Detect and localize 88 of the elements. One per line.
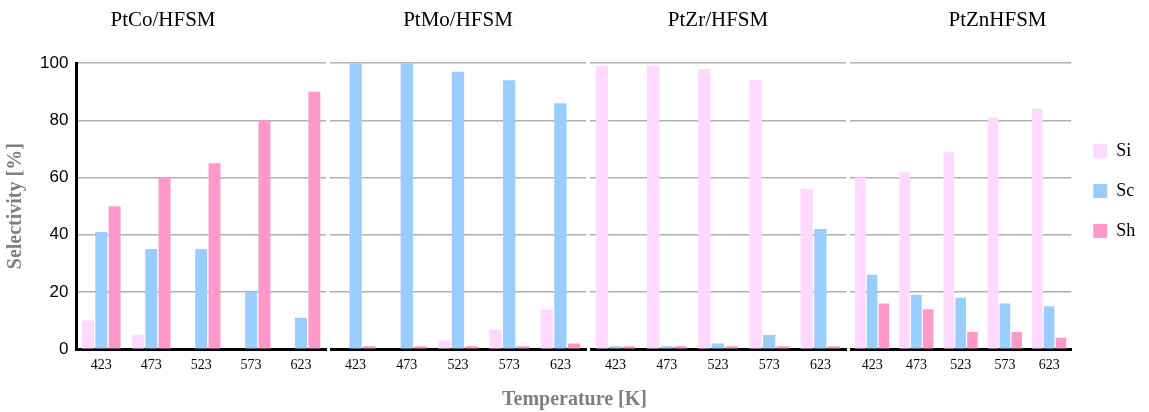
bar xyxy=(725,346,738,349)
bar xyxy=(82,320,95,349)
bar xyxy=(943,151,955,349)
bar xyxy=(922,309,934,349)
bar xyxy=(878,303,890,349)
bar xyxy=(308,91,321,349)
x-tick-label: 423 xyxy=(345,357,367,373)
bar xyxy=(1011,332,1022,349)
x-tick-label: 623 xyxy=(809,357,831,373)
y-tick-label: 0 xyxy=(58,338,69,358)
bar xyxy=(955,297,966,349)
bar xyxy=(660,346,673,349)
x-tick-label: 473 xyxy=(905,357,927,373)
bar xyxy=(711,343,725,349)
bar xyxy=(674,346,687,349)
bar xyxy=(763,334,776,349)
x-tick-label: 573 xyxy=(994,357,1016,373)
bar xyxy=(503,80,516,349)
bar xyxy=(814,229,827,349)
x-tick-label: 423 xyxy=(861,357,883,373)
x-tick-label: 523 xyxy=(190,357,212,373)
legend-label: Si xyxy=(1116,139,1132,160)
bar xyxy=(567,343,581,349)
bar xyxy=(647,66,660,349)
x-tick-label: 573 xyxy=(240,357,262,373)
bar xyxy=(108,206,121,349)
chart-title: PtCo/HFSM xyxy=(110,7,216,32)
bar xyxy=(349,63,362,349)
bar xyxy=(987,117,999,349)
bar xyxy=(465,346,478,349)
bar xyxy=(554,103,567,349)
x-tick-label: 473 xyxy=(396,357,418,373)
bar xyxy=(145,249,158,349)
chart-title: PtZnHFSM xyxy=(948,7,1047,32)
bar xyxy=(195,249,208,349)
y-tick-label: 100 xyxy=(39,52,69,72)
bar xyxy=(489,329,502,349)
bar xyxy=(623,346,636,349)
bar xyxy=(95,231,108,349)
x-tick-label: 523 xyxy=(447,357,469,373)
x-tick-label: 573 xyxy=(758,357,780,373)
legend-label: Sh xyxy=(1116,219,1136,240)
bar xyxy=(749,80,762,349)
bar xyxy=(363,346,376,349)
bar xyxy=(967,332,978,349)
bar xyxy=(540,309,553,349)
bar xyxy=(609,346,622,349)
x-axis-title: Temperature [K] xyxy=(501,386,648,410)
legend-label: Sc xyxy=(1116,179,1135,200)
y-tick-label: 60 xyxy=(49,167,69,187)
bar xyxy=(1032,108,1043,349)
bar xyxy=(899,171,910,349)
bar xyxy=(400,63,413,349)
bar xyxy=(911,294,922,349)
bar xyxy=(698,68,711,349)
bar xyxy=(866,274,878,349)
bar xyxy=(208,163,221,349)
y-tick-label: 20 xyxy=(49,281,69,301)
bar xyxy=(800,189,813,349)
x-tick-label: 623 xyxy=(290,357,312,373)
chart-title: PtMo/HFSM xyxy=(403,7,514,32)
bar xyxy=(999,303,1011,349)
y-tick-label: 40 xyxy=(49,224,69,244)
bar xyxy=(414,346,427,349)
x-tick-label: 573 xyxy=(498,357,520,373)
bar xyxy=(245,292,258,349)
x-tick-label: 423 xyxy=(90,357,112,373)
x-tick-label: 473 xyxy=(140,357,162,373)
bar xyxy=(855,177,866,349)
x-tick-label: 523 xyxy=(707,357,729,373)
bar xyxy=(131,334,144,349)
x-tick-label: 523 xyxy=(950,357,972,373)
x-tick-label: 623 xyxy=(549,357,571,373)
bar xyxy=(451,71,465,349)
bar xyxy=(258,120,271,349)
bar xyxy=(158,177,171,349)
x-tick-label: 623 xyxy=(1038,357,1060,373)
bar xyxy=(295,317,308,349)
x-tick-label: 423 xyxy=(605,357,627,373)
bar xyxy=(595,66,609,349)
bar xyxy=(827,346,841,349)
y-axis-title: Selectivity [%] xyxy=(3,143,27,270)
bar xyxy=(516,346,529,349)
chart-title: PtZr/HFSM xyxy=(667,7,769,32)
bar xyxy=(776,346,789,349)
y-tick-label: 80 xyxy=(49,110,69,130)
x-tick-label: 473 xyxy=(656,357,678,373)
bar xyxy=(1043,306,1055,349)
